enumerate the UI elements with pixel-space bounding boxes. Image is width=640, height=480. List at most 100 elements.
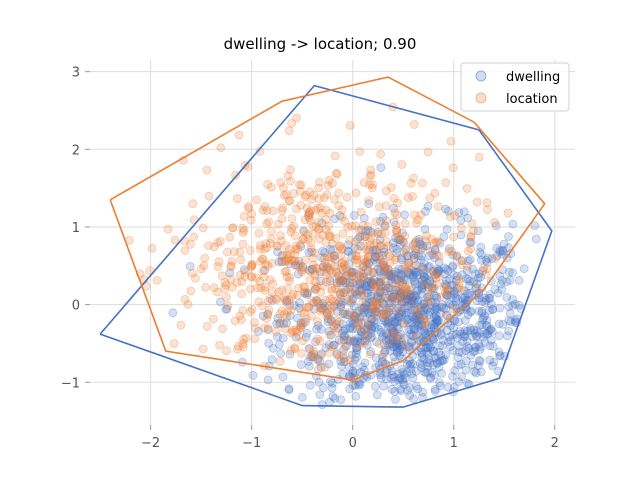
- location-point: [334, 272, 344, 282]
- location-point: [329, 321, 339, 331]
- location-point: [324, 348, 334, 358]
- dwelling-point: [481, 295, 491, 305]
- location-point: [209, 283, 219, 293]
- location-point: [285, 196, 294, 206]
- dwelling-point: [476, 367, 486, 377]
- location-point: [376, 255, 385, 265]
- location-point: [320, 258, 330, 268]
- dwelling-point: [456, 329, 466, 339]
- location-point: [239, 211, 249, 221]
- dwelling-point: [420, 303, 430, 312]
- dwelling-point: [325, 265, 335, 275]
- dwelling-point: [508, 301, 517, 311]
- dwelling-point: [338, 276, 348, 286]
- dwelling-point: [431, 310, 441, 320]
- location-point: [381, 291, 391, 301]
- dwelling-point: [291, 332, 301, 342]
- dwelling-point: [225, 268, 235, 278]
- location-point: [325, 208, 335, 218]
- dwelling-point: [396, 289, 405, 299]
- dwelling-point: [353, 234, 363, 244]
- dwelling-point: [345, 281, 355, 291]
- dwelling-point: [341, 277, 350, 287]
- dwelling-point: [296, 242, 306, 252]
- dwelling-point: [408, 305, 417, 315]
- dwelling-point: [406, 325, 416, 335]
- location-point: [363, 252, 373, 262]
- dwelling-point: [480, 293, 490, 303]
- dwelling-point: [448, 261, 458, 271]
- location-point: [452, 251, 462, 261]
- dwelling-point: [366, 276, 375, 286]
- dwelling-point: [367, 323, 376, 333]
- location-point: [312, 334, 322, 344]
- dwelling-point: [394, 286, 404, 296]
- location-point: [308, 260, 318, 270]
- dwelling-point: [382, 293, 392, 303]
- dwelling-point: [371, 252, 380, 262]
- location-point: [332, 316, 342, 325]
- dwelling-point: [395, 373, 405, 383]
- location-point: [401, 284, 410, 294]
- dwelling-point: [418, 321, 427, 331]
- location-point: [409, 253, 419, 263]
- location-point: [396, 234, 406, 244]
- location-point: [371, 311, 381, 321]
- location-point: [287, 325, 297, 335]
- location-point: [490, 218, 500, 227]
- dwelling-point: [403, 251, 413, 261]
- dwelling-point: [335, 289, 345, 299]
- location-point: [271, 294, 281, 304]
- dwelling-point: [303, 288, 313, 298]
- location-point: [503, 208, 513, 218]
- location-point: [387, 294, 397, 304]
- location-point: [263, 261, 273, 271]
- location-point: [238, 342, 248, 352]
- location-point: [410, 304, 420, 314]
- dwelling-point: [359, 272, 369, 282]
- dwelling-point: [439, 355, 449, 364]
- dwelling-point: [427, 284, 437, 293]
- location-point: [278, 203, 288, 213]
- dwelling-point: [355, 312, 365, 322]
- location-point: [413, 215, 423, 225]
- dwelling-point: [432, 316, 442, 326]
- location-point: [364, 317, 373, 327]
- location-point: [474, 152, 484, 162]
- location-point: [349, 310, 359, 320]
- dwelling-point: [390, 275, 400, 285]
- location-point: [322, 252, 332, 262]
- dwelling-point: [414, 336, 424, 346]
- dwelling-point: [350, 311, 360, 321]
- location-point: [147, 243, 157, 253]
- dwelling-point: [356, 318, 366, 328]
- location-point: [296, 180, 306, 190]
- dwelling-point: [350, 315, 359, 324]
- dwelling-point: [313, 321, 323, 330]
- dwelling-point: [338, 369, 348, 379]
- dwelling-point: [345, 336, 355, 346]
- dwelling-point: [260, 265, 270, 275]
- dwelling-point: [363, 225, 373, 235]
- dwelling-point: [367, 296, 377, 306]
- dwelling-point: [409, 314, 419, 323]
- location-point: [472, 197, 482, 207]
- dwelling-point: [421, 329, 431, 339]
- location-point: [390, 255, 400, 265]
- location-point: [258, 254, 268, 264]
- dwelling-point: [315, 390, 325, 400]
- dwelling-point: [363, 277, 373, 287]
- location-point: [337, 244, 347, 253]
- location-point: [232, 194, 242, 203]
- location-point: [337, 258, 347, 268]
- dwelling-point: [360, 280, 370, 290]
- dwelling-point: [357, 284, 367, 294]
- location-point: [235, 270, 245, 280]
- dwelling-point: [448, 300, 458, 310]
- dwelling-point: [388, 292, 397, 302]
- dwelling-point: [419, 272, 429, 282]
- location-point: [339, 288, 349, 297]
- location-point: [466, 244, 476, 254]
- dwelling-point: [294, 256, 304, 266]
- dwelling-point: [472, 331, 482, 341]
